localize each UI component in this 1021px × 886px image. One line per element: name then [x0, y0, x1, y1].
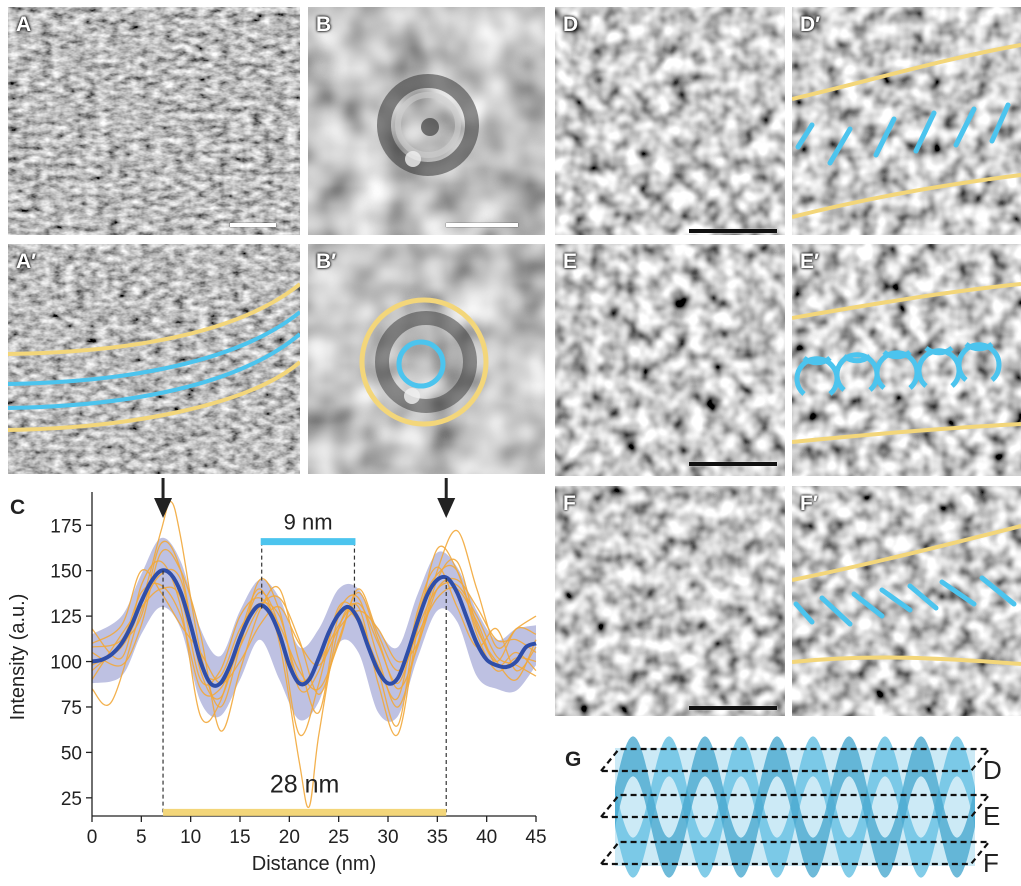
panel-label-f: F — [563, 492, 576, 515]
inner-ring-outline — [396, 339, 446, 389]
sd-band — [92, 537, 536, 722]
x-tick-label: 15 — [229, 827, 250, 848]
scale-bar-b — [446, 223, 518, 227]
panel-d: D — [555, 7, 785, 235]
helix-strand-ticks — [795, 102, 1011, 166]
y-tick-label: 175 — [50, 516, 82, 537]
lower-boundary-line — [792, 173, 1021, 219]
x-tick-label: 25 — [328, 827, 349, 848]
panel-label-e: E — [563, 250, 578, 273]
panel-label-a: A — [16, 13, 32, 36]
y-tick-label: 25 — [61, 789, 82, 810]
panel-d-prime: D′ — [792, 7, 1021, 235]
profile-trace-8 — [91, 558, 537, 697]
panel-label-b: B — [316, 13, 332, 36]
panel-label-d: D — [563, 13, 579, 36]
upper-boundary-line — [792, 43, 1021, 101]
y-tick-label: 100 — [50, 653, 82, 674]
intensity-profile-chart: C 0 5 10 15 20 25 30 35 40 45 25 50 75 100 125 150 175 Di… — [7, 478, 547, 875]
plane-label-e: E — [983, 801, 1000, 831]
x-axis-label: Distance (nm) — [252, 853, 376, 875]
y-axis-label: Intensity (a.u.) — [7, 594, 29, 721]
lower-boundary-line — [792, 655, 1021, 666]
panel-e: E — [555, 244, 785, 476]
panel-label-c: C — [10, 496, 25, 519]
double-helix-model: G D E F — [565, 736, 1002, 878]
panel-label-f-prime: F′ — [800, 492, 818, 515]
x-tick-label: 35 — [427, 827, 448, 848]
lower-boundary-line — [792, 422, 1021, 444]
upper-boundary-line — [792, 282, 1021, 320]
panel-label-b-prime: B′ — [316, 250, 337, 273]
x-tick-label: 40 — [476, 827, 497, 848]
panel-label-d-prime: D′ — [800, 13, 821, 36]
section-plane-d — [598, 747, 992, 773]
outer-boundary-line-bottom — [8, 360, 300, 432]
plane-label-d: D — [983, 755, 1002, 785]
y-tick-label: 150 — [50, 562, 82, 583]
panel-a: A — [8, 7, 300, 235]
outer-boundary-line-top — [8, 282, 300, 356]
x-tick-label: 10 — [180, 827, 201, 848]
scale-bar-e — [689, 462, 777, 466]
panel-f-prime: F′ — [792, 486, 1021, 716]
profile-trace-1 — [91, 500, 537, 708]
panel-f: F — [555, 486, 785, 716]
section-plane-e — [598, 793, 992, 819]
plane-label-f: F — [983, 848, 999, 878]
panel-a-prime: A′ — [8, 244, 300, 474]
peak-arrow-head-1 — [154, 498, 173, 518]
panel-e-prime: E′ — [792, 244, 1021, 476]
x-tick-label: 20 — [279, 827, 300, 848]
inner-boundary-line-top — [8, 310, 300, 386]
scale-bar-a — [230, 223, 276, 227]
short-period-label: 9 nm — [284, 510, 333, 535]
x-tick-label: 0 — [87, 827, 98, 848]
x-tick-label: 30 — [377, 827, 398, 848]
peak-arrow-head-2 — [437, 498, 456, 518]
inner-boundary-line-bottom — [8, 332, 300, 410]
long-period-label: 28 nm — [270, 770, 339, 798]
profile-trace-3 — [91, 586, 537, 691]
panel-label-e-prime: E′ — [800, 250, 820, 273]
section-plane-f — [598, 840, 992, 866]
profile-trace-4 — [91, 548, 537, 732]
panel-label-a-prime: A′ — [16, 250, 37, 273]
helix-strand-ticks — [793, 575, 1017, 627]
helix-cross-section-rings — [794, 341, 1002, 396]
y-tick-label: 75 — [61, 698, 82, 719]
panel-label-g: G — [565, 748, 581, 771]
scale-bar-f — [689, 706, 777, 710]
outer-ring-outline — [359, 297, 489, 427]
profile-trace-6 — [91, 540, 537, 737]
y-tick-label: 50 — [61, 743, 82, 764]
x-tick-label: 45 — [525, 827, 546, 848]
panel-b: B — [308, 7, 545, 235]
x-tick-label: 5 — [136, 827, 147, 848]
upper-boundary-line — [792, 524, 1021, 582]
y-tick-label: 125 — [50, 607, 82, 628]
mean-profile-line — [91, 568, 537, 688]
scale-bar-d — [689, 229, 777, 233]
panel-b-prime: B′ — [308, 244, 545, 474]
